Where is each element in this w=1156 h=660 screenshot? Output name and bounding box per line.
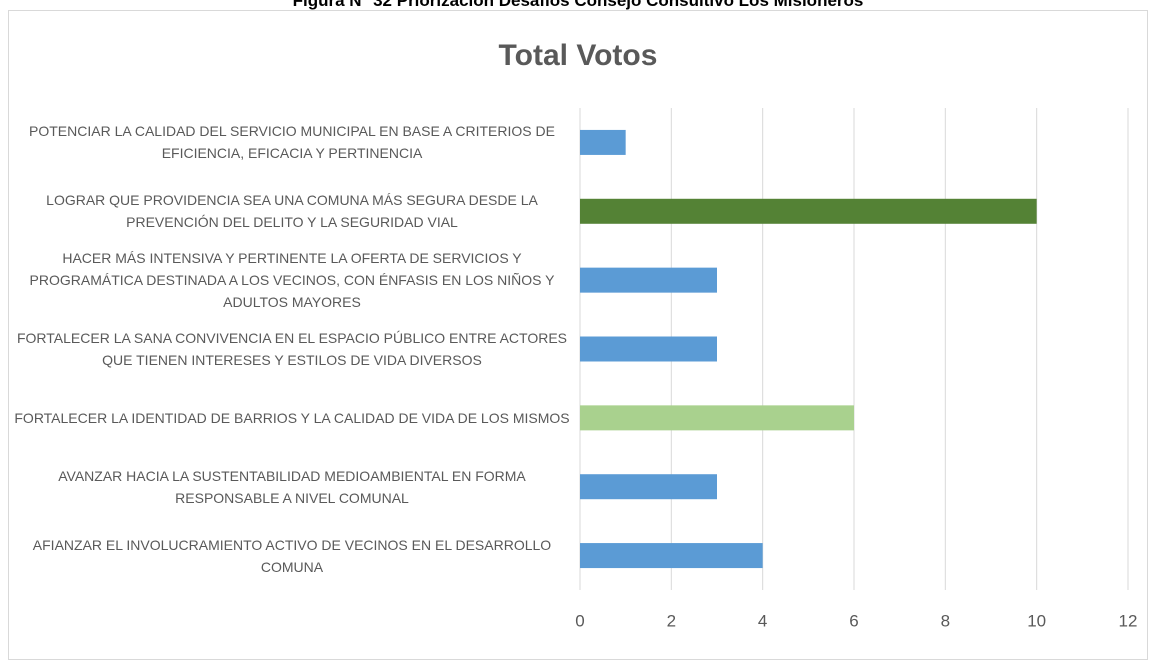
bar <box>580 543 763 569</box>
y-tick-label: POTENCIAR LA CALIDAD DEL SERVICIO MUNICI… <box>29 123 555 162</box>
x-tick-label: 12 <box>1119 611 1138 630</box>
y-tick-label: HACER MÁS INTENSIVA Y PERTINENTE LA OFER… <box>29 250 555 311</box>
chart: Total Votos 0 2 4 6 8 10 12 <box>499 39 1138 631</box>
y-tick-label: FORTALECER LA IDENTIDAD DE BARRIOS Y LA … <box>14 409 570 426</box>
x-tick-label: 10 <box>1027 611 1046 630</box>
y-tick-label: AFIANZAR EL INVOLUCRAMIENTO ACTIVO DE VE… <box>32 536 552 575</box>
chart-title: Total Votos <box>499 39 658 72</box>
bar <box>580 474 717 500</box>
figure-caption: Figura N° 32 Priorización Desafíos Conse… <box>292 0 864 10</box>
bar <box>580 129 626 155</box>
x-tick-label: 8 <box>941 611 950 630</box>
y-tick-label: LOGRAR QUE PROVIDENCIA SEA UNA COMUNA MÁ… <box>46 192 538 231</box>
x-tick-label: 4 <box>758 611 767 630</box>
bar <box>580 267 717 293</box>
bar <box>580 198 1037 224</box>
y-tick-label: AVANZAR HACIA LA SUSTENTABILIDAD MEDIOAM… <box>58 467 526 506</box>
page: {"caption": "Figura N° 32 Priorización D… <box>8 0 1148 660</box>
bar <box>580 405 854 431</box>
x-tick-label: 2 <box>667 611 676 630</box>
x-tick-label: 0 <box>575 611 584 630</box>
bar <box>580 336 717 362</box>
y-tick-label: FORTALECER LA SANA CONVIVENCIA EN EL ESP… <box>16 330 568 368</box>
x-tick-label: 6 <box>849 611 858 630</box>
